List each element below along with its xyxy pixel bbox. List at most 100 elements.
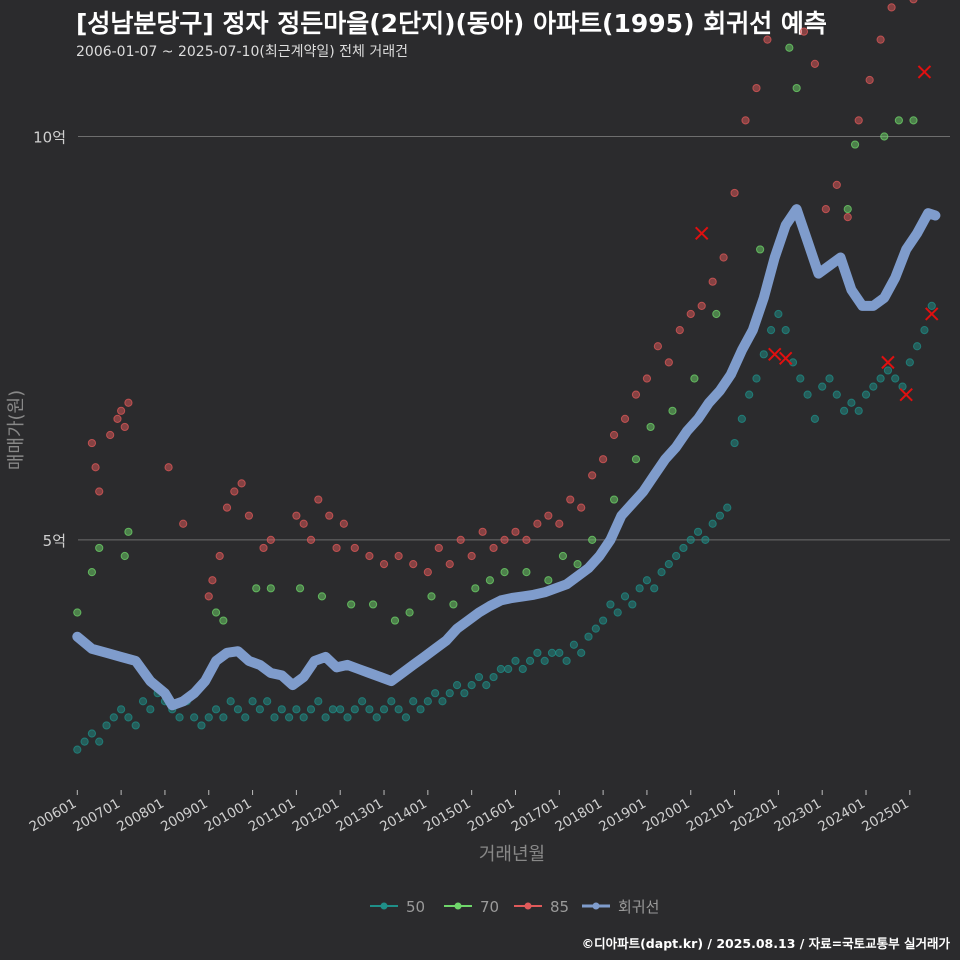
x-tick-label: 200901 — [158, 796, 211, 836]
data-point-50 — [73, 745, 82, 754]
data-point-85 — [500, 535, 509, 544]
data-point-50 — [467, 681, 476, 690]
data-point-70 — [668, 406, 677, 415]
x-tick-label: 201701 — [509, 796, 562, 836]
data-point-85 — [675, 326, 684, 335]
data-point-70 — [843, 204, 852, 214]
data-point-50 — [657, 568, 666, 577]
x-tick-label: 202001 — [640, 796, 693, 836]
data-point-85 — [266, 535, 275, 544]
data-point-85 — [215, 551, 224, 561]
data-point-85 — [164, 463, 173, 472]
legend-label: 회귀선 — [618, 898, 659, 916]
y-axis-label: 매매가(원) — [6, 390, 27, 470]
y-tick-label: 10억 — [33, 128, 66, 146]
data-point-50 — [226, 697, 235, 706]
data-point-70 — [712, 309, 721, 319]
data-point-50 — [284, 713, 294, 722]
data-point-50 — [409, 697, 418, 706]
data-point-50 — [708, 519, 717, 528]
data-point-70 — [405, 608, 414, 617]
trend-line — [72, 204, 941, 711]
data-point-85 — [339, 519, 348, 528]
data-point-50 — [401, 713, 411, 722]
data-point-50 — [883, 366, 893, 375]
credit-line: ©디아파트(dapt.kr) / 2025.08.13 / 자료=국토교통부 실… — [581, 936, 950, 951]
data-point-70 — [588, 535, 597, 544]
data-point-50 — [569, 640, 579, 649]
data-point-70 — [558, 551, 568, 561]
data-point-85 — [230, 487, 239, 496]
data-point-50 — [664, 559, 673, 569]
data-point-50 — [781, 326, 790, 335]
x-tick-label: 201101 — [246, 796, 299, 836]
data-point-50 — [255, 705, 264, 714]
data-point-50 — [810, 414, 819, 423]
data-point-70 — [609, 495, 619, 504]
data-point-85 — [533, 519, 542, 528]
data-point-50 — [628, 600, 637, 609]
legend-item-85: 85 — [514, 898, 569, 916]
data-point-85 — [854, 116, 863, 125]
data-point-50 — [832, 390, 841, 399]
data-point-70 — [573, 559, 582, 569]
data-point-50 — [796, 374, 805, 383]
data-point-85 — [332, 543, 341, 553]
data-point-85 — [631, 390, 641, 399]
data-point-85 — [642, 374, 652, 383]
data-point-85 — [609, 430, 619, 440]
x-axis-label: 거래년월 — [479, 844, 545, 865]
data-point-50 — [292, 705, 301, 714]
data-point-50 — [343, 713, 352, 722]
data-point-70 — [690, 374, 699, 383]
data-point-85 — [409, 559, 418, 569]
data-point-85 — [763, 35, 772, 44]
data-point-85 — [365, 551, 374, 561]
data-point-70 — [87, 568, 97, 577]
data-point-70 — [390, 616, 400, 625]
data-point-85 — [106, 430, 115, 440]
data-point-85 — [299, 519, 308, 528]
data-point-70 — [894, 116, 903, 125]
data-point-50 — [715, 511, 725, 520]
data-point-50 — [861, 390, 871, 399]
series-70 — [73, 43, 918, 625]
data-point-50 — [737, 414, 746, 423]
data-point-50 — [372, 713, 381, 722]
data-point-50 — [379, 705, 389, 714]
data-point-50 — [752, 374, 761, 383]
data-point-50 — [869, 382, 878, 391]
data-point-70 — [120, 551, 129, 561]
data-point-50 — [131, 721, 140, 730]
legend-label: 85 — [550, 898, 569, 916]
data-point-70 — [646, 422, 655, 432]
data-point-70 — [427, 592, 436, 601]
data-point-50 — [190, 713, 199, 722]
legend-label: 50 — [406, 898, 425, 916]
data-point-85 — [456, 535, 465, 544]
data-point-50 — [416, 705, 425, 714]
data-point-50 — [818, 382, 827, 391]
data-point-50 — [80, 737, 89, 746]
data-point-70 — [449, 600, 458, 609]
data-point-50 — [766, 326, 776, 335]
data-point-50 — [533, 648, 542, 657]
x-tick-label: 202401 — [815, 796, 868, 836]
data-point-85 — [179, 519, 188, 528]
data-point-50 — [540, 656, 549, 666]
data-point-50 — [745, 390, 754, 399]
data-point-70 — [471, 584, 480, 593]
data-point-85 — [434, 543, 443, 553]
data-point-50 — [138, 697, 148, 706]
data-point-50 — [277, 705, 286, 714]
data-point-50 — [876, 374, 885, 383]
data-point-50 — [672, 551, 681, 561]
data-point-85 — [222, 503, 232, 512]
data-point-50 — [445, 689, 454, 698]
data-point-85 — [244, 511, 254, 520]
data-point-85 — [566, 495, 575, 504]
data-point-50 — [336, 705, 345, 714]
x-tick-label: 201901 — [596, 796, 649, 836]
cancelled-marker — [694, 226, 709, 241]
data-point-50 — [525, 656, 535, 666]
